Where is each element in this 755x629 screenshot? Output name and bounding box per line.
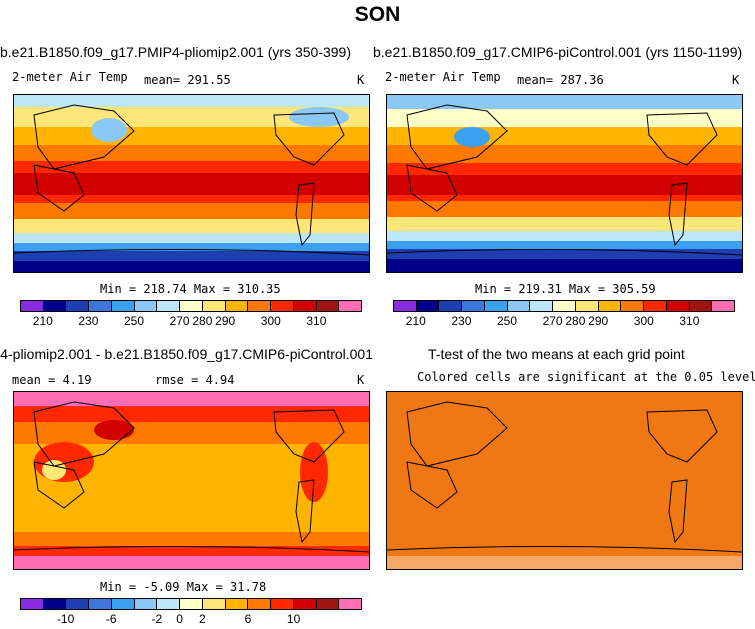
colorbar-tick-label: 210 xyxy=(32,314,53,328)
colorbar-tick-label: 0 xyxy=(176,612,183,626)
colorbar-swatch xyxy=(316,599,340,609)
colorbar-swatch xyxy=(225,599,249,609)
colorbar-tick-label: 290 xyxy=(588,314,609,328)
colorbar-swatch xyxy=(21,301,44,311)
colorbar-tick-label: 250 xyxy=(123,314,145,328)
figure-title: SON xyxy=(354,3,401,26)
colorbar-tick-label: 270 xyxy=(169,314,190,328)
colorbar-swatch xyxy=(180,599,203,609)
colorbar-tick-label: 300 xyxy=(633,314,654,328)
colorbar-swatch xyxy=(43,599,67,609)
panel-pi-var-label: 2-meter Air Temp xyxy=(385,70,501,84)
colorbar-swatch xyxy=(202,599,226,609)
colorbar-swatch xyxy=(271,599,294,609)
panel-plio-units: K xyxy=(357,73,365,87)
colorbar-swatch xyxy=(157,599,181,609)
panel-plio-header: b.e21.B1850.f09_g17.PMIP4-pliomip2.001 (… xyxy=(0,44,351,60)
panel-ttest-header: T-test of the two means at each grid poi… xyxy=(428,346,685,362)
colorbar-swatch xyxy=(66,599,90,609)
panel-pi-colorbar xyxy=(393,300,735,312)
panel-pi-mean: mean= 287.36 xyxy=(517,73,604,87)
colorbar-swatch xyxy=(89,301,112,311)
colorbar-swatch xyxy=(575,301,599,311)
panel-pi-map xyxy=(386,94,743,273)
panel-diff-map xyxy=(13,391,370,570)
colorbar-swatch xyxy=(293,301,317,311)
panel-plio-var-label: 2-meter Air Temp xyxy=(12,70,128,84)
colorbar-swatch xyxy=(339,301,362,311)
colorbar-swatch xyxy=(21,599,44,609)
panel-diff-header-clip: b.e21.B1850.f09_g17.PMIP4-pliomip2.001 -… xyxy=(0,346,373,366)
colorbar-swatch xyxy=(712,301,735,311)
colorbar-swatch xyxy=(111,599,135,609)
panel-diff-colorbar xyxy=(20,598,362,610)
colorbar-swatch xyxy=(621,301,645,311)
panel-diff-colorbar-ticks: -10 -6 -2 0 2 6 10 xyxy=(20,612,362,628)
colorbar-tick-label: 270 xyxy=(542,314,563,328)
panel-pi-colorbar-ticks: 210 230 250 270 280 290 300 310 xyxy=(393,314,735,330)
panel-plio-mean: mean= 291.55 xyxy=(144,73,231,87)
colorbar-swatch xyxy=(66,301,90,311)
colorbar-tick-label: 280 xyxy=(192,314,213,328)
colorbar-swatch xyxy=(43,301,67,311)
colorbar-swatch xyxy=(484,301,508,311)
colorbar-swatch xyxy=(248,301,272,311)
colorbar-swatch xyxy=(462,301,485,311)
panel-diff-minmax: Min = -5.09 Max = 31.78 xyxy=(100,580,267,594)
panel-plio-colorbar xyxy=(20,300,362,312)
panel-diff-header: b.e21.B1850.f09_g17.PMIP4-pliomip2.001 -… xyxy=(0,346,373,362)
colorbar-swatch xyxy=(89,599,112,609)
colorbar-swatch xyxy=(271,301,294,311)
panel-plio-minmax: Min = 218.74 Max = 310.35 xyxy=(100,282,281,296)
colorbar-swatch xyxy=(689,301,713,311)
colorbar-tick-label: 10 xyxy=(286,612,301,626)
colorbar-swatch xyxy=(598,301,622,311)
colorbar-swatch xyxy=(157,301,181,311)
colorbar-swatch xyxy=(248,599,272,609)
colorbar-tick-label: -6 xyxy=(105,612,117,626)
panel-pi-units: K xyxy=(732,73,740,87)
colorbar-tick-label: 2 xyxy=(199,612,206,626)
colorbar-swatch xyxy=(439,301,463,311)
colorbar-swatch xyxy=(416,301,440,311)
colorbar-swatch xyxy=(507,301,531,311)
colorbar-swatch xyxy=(134,599,158,609)
panel-diff-units: K xyxy=(357,373,365,387)
colorbar-tick-label: 290 xyxy=(215,314,236,328)
panel-pi-header: b.e21.B1850.f09_g17.CMIP6-piControl.001 … xyxy=(373,44,743,60)
colorbar-swatch xyxy=(394,301,417,311)
colorbar-tick-label: 300 xyxy=(260,314,281,328)
colorbar-swatch xyxy=(225,301,249,311)
colorbar-swatch xyxy=(644,301,667,311)
panel-ttest-subheader: Colored cells are significant at the 0.0… xyxy=(417,370,755,384)
colorbar-swatch xyxy=(553,301,576,311)
colorbar-tick-label: -10 xyxy=(56,612,75,626)
colorbar-tick-label: 250 xyxy=(496,314,518,328)
colorbar-tick-label: 230 xyxy=(78,314,99,328)
panel-plio-map xyxy=(13,94,370,273)
panel-ttest-map xyxy=(386,391,743,570)
colorbar-swatch xyxy=(316,301,340,311)
panel-plio-colorbar-ticks: 210 230 250 270 280 290 300 310 xyxy=(20,314,362,330)
panel-diff-rmse: rmse = 4.94 xyxy=(155,373,235,387)
colorbar-tick-label: 310 xyxy=(306,314,327,328)
colorbar-tick-label: 210 xyxy=(405,314,426,328)
panel-pi-minmax: Min = 219.31 Max = 305.59 xyxy=(475,282,656,296)
colorbar-tick-label: 6 xyxy=(244,612,252,626)
colorbar-tick-label: 310 xyxy=(679,314,700,328)
colorbar-swatch xyxy=(530,301,554,311)
colorbar-tick-label: 230 xyxy=(451,314,472,328)
colorbar-swatch xyxy=(111,301,135,311)
colorbar-swatch xyxy=(666,301,690,311)
colorbar-swatch xyxy=(339,599,362,609)
colorbar-swatch xyxy=(180,301,203,311)
colorbar-swatch xyxy=(202,301,226,311)
colorbar-tick-label: 280 xyxy=(565,314,586,328)
colorbar-swatch xyxy=(134,301,158,311)
colorbar-swatch xyxy=(293,599,317,609)
panel-diff-mean: mean = 4.19 xyxy=(12,373,92,387)
colorbar-tick-label: -2 xyxy=(151,612,163,626)
